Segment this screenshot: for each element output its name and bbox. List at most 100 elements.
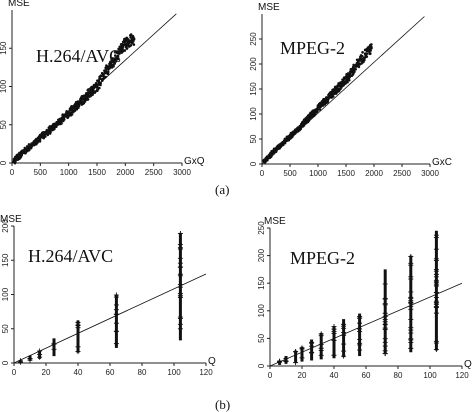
y-tick-label: 50 — [1, 324, 10, 333]
data-point — [51, 341, 57, 347]
data-point — [408, 340, 414, 346]
x-tick-label: 40 — [74, 368, 83, 377]
data-point — [408, 260, 414, 266]
data-point — [17, 358, 23, 364]
caption-b: (b) — [215, 397, 230, 412]
data-point — [299, 346, 305, 352]
x-tick-label: 2000 — [116, 168, 134, 177]
y-tick-label: 0 — [0, 160, 8, 165]
x-tick-label: 3000 — [173, 168, 191, 177]
data-point — [408, 327, 414, 333]
data-point — [177, 264, 183, 270]
x-tick-label: 40 — [330, 371, 339, 380]
data-point — [114, 57, 118, 60]
x-axis-label: Q — [464, 359, 472, 370]
data-point — [433, 271, 439, 277]
data-point — [433, 279, 439, 285]
x-tick-label: 2000 — [365, 169, 383, 178]
data-point — [365, 55, 369, 58]
data-point — [331, 324, 337, 330]
data-point — [309, 339, 315, 345]
data-point — [75, 344, 81, 350]
x-tick-label: 100 — [167, 368, 181, 377]
data-point — [352, 63, 355, 67]
y-tick-label: 50 — [257, 333, 266, 342]
y-tick-label: 200 — [1, 219, 10, 233]
x-tick-label: 500 — [283, 169, 297, 178]
y-axis-label: MSE — [258, 2, 280, 13]
data-point — [382, 339, 388, 345]
x-tick-label: 20 — [42, 368, 51, 377]
data-point — [433, 283, 439, 289]
data-point — [113, 328, 119, 334]
data-point — [177, 321, 183, 327]
x-tick-label: 60 — [362, 371, 371, 380]
x-tick-label: 1000 — [60, 168, 78, 177]
y-tick-label: 50 — [0, 120, 8, 129]
data-point — [121, 45, 124, 49]
data-point — [113, 320, 119, 326]
data-point — [114, 54, 117, 57]
panel-title: MPEG-2 — [290, 248, 355, 268]
data-point — [433, 340, 439, 346]
data-point — [94, 81, 98, 85]
data-point — [38, 138, 42, 141]
data-point — [27, 357, 33, 363]
data-point — [357, 326, 363, 332]
data-point — [62, 117, 66, 120]
data-point — [382, 351, 388, 357]
data-point — [433, 246, 439, 252]
data-point — [113, 302, 119, 308]
data-point — [433, 346, 439, 352]
x-tick-label: 0 — [260, 169, 265, 178]
x-tick-label: 80 — [394, 371, 403, 380]
y-tick-label: 100 — [249, 107, 258, 121]
data-point — [104, 75, 107, 79]
data-point — [75, 325, 81, 331]
y-axis-label: MSE — [0, 214, 22, 225]
data-point — [104, 70, 108, 74]
y-tick-label: 0 — [249, 161, 258, 166]
y-tick-label: 150 — [0, 41, 8, 55]
panel-title: MPEG-2 — [280, 38, 345, 58]
data-point — [106, 70, 110, 74]
data-point — [46, 132, 50, 135]
data-point — [116, 56, 120, 60]
data-point — [37, 348, 43, 354]
data-point — [37, 354, 43, 360]
data-point — [382, 281, 388, 287]
data-point — [382, 296, 388, 302]
y-tick-label: 100 — [257, 304, 266, 318]
y-axis-label: MSE — [264, 216, 286, 227]
data-point — [299, 126, 303, 129]
data-point — [408, 303, 414, 309]
data-point — [99, 81, 102, 85]
data-point — [341, 348, 347, 354]
data-point — [41, 130, 45, 134]
data-point — [408, 294, 414, 300]
x-axis-label: Q — [208, 356, 216, 367]
data-point — [433, 232, 439, 238]
x-tick-label: 0 — [12, 368, 17, 377]
data-point — [382, 319, 388, 325]
data-point — [87, 88, 90, 91]
data-point — [277, 358, 283, 364]
data-point — [331, 331, 337, 337]
data-point — [361, 51, 364, 54]
y-tick-label: 150 — [257, 276, 266, 290]
data-point — [368, 52, 372, 56]
chart-panel-a-h264: 0 500 1000 1500 2000 2500 3000 0 50 100 150 MSE GxQ H… — [0, 0, 205, 177]
x-tick-label: 0 — [10, 168, 15, 177]
y-tick-label: 50 — [249, 134, 258, 143]
y-tick-label: 250 — [257, 221, 266, 235]
data-point — [177, 246, 183, 252]
data-point — [116, 50, 120, 54]
data-point — [433, 256, 439, 262]
data-point — [293, 360, 299, 366]
data-point — [129, 36, 132, 39]
x-tick-label: 1500 — [337, 169, 355, 178]
data-point — [129, 44, 133, 47]
data-point — [51, 346, 57, 352]
data-point — [357, 340, 363, 346]
data-point — [177, 271, 183, 277]
